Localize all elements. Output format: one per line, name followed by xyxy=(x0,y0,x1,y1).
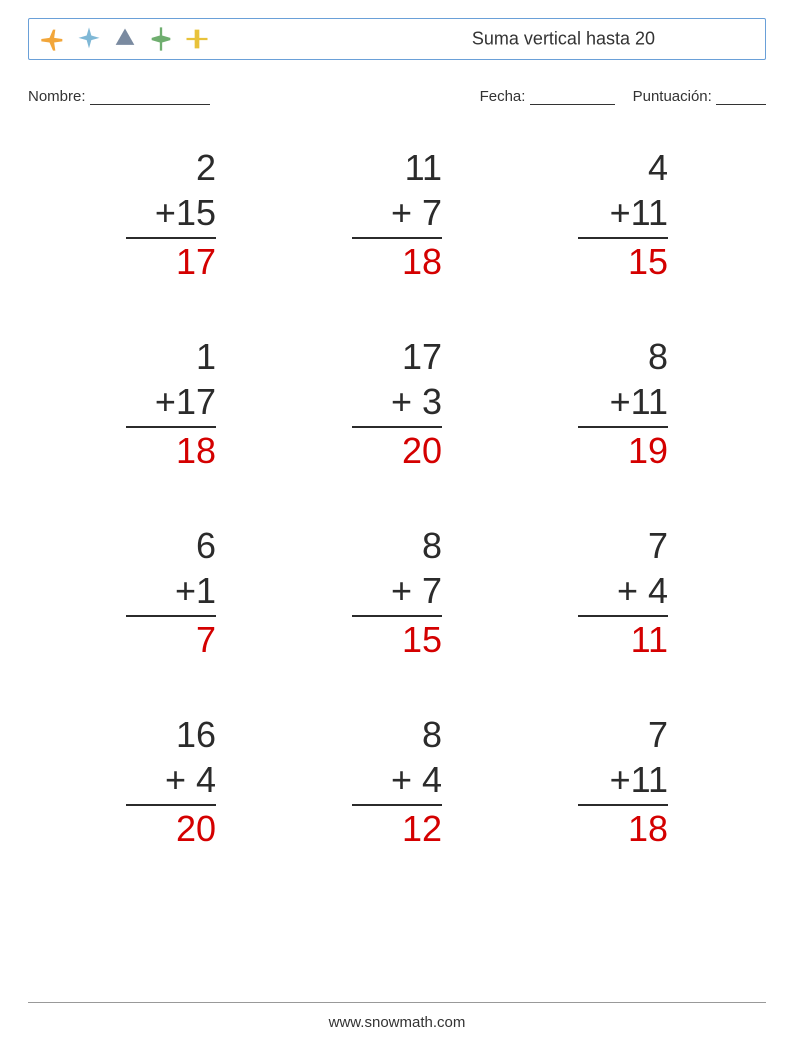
problem-stack: 16+ 420 xyxy=(126,712,216,851)
addend-top: 8 xyxy=(352,712,442,757)
addend-top: 11 xyxy=(352,145,442,190)
problem-stack: 7+ 411 xyxy=(578,523,668,662)
airplane-icon xyxy=(39,25,67,53)
problem-stack: 8+ 715 xyxy=(352,523,442,662)
addend-bottom: + 7 xyxy=(352,190,442,239)
addition-problem: 8+ 412 xyxy=(284,712,510,851)
name-underline xyxy=(90,90,210,105)
airplane-icon xyxy=(111,25,139,53)
name-field: Nombre: xyxy=(28,88,480,105)
addend-bottom: + 4 xyxy=(352,757,442,806)
answer: 11 xyxy=(578,617,668,662)
addend-bottom: +17 xyxy=(126,379,216,428)
addend-bottom: +15 xyxy=(126,190,216,239)
problem-stack: 11+ 718 xyxy=(352,145,442,284)
airplane-icons xyxy=(39,25,211,53)
addend-top: 8 xyxy=(352,523,442,568)
addend-top: 2 xyxy=(126,145,216,190)
addend-bottom: + 7 xyxy=(352,568,442,617)
addend-bottom: + 4 xyxy=(126,757,216,806)
addition-problem: 11+ 718 xyxy=(284,145,510,284)
name-label: Nombre: xyxy=(28,88,86,105)
problem-stack: 8+1119 xyxy=(578,334,668,473)
addend-bottom: +11 xyxy=(578,190,668,239)
date-label: Fecha: xyxy=(480,88,526,105)
airplane-icon xyxy=(75,25,103,53)
answer: 18 xyxy=(352,239,442,284)
answer: 7 xyxy=(126,617,216,662)
addition-problem: 4+1115 xyxy=(510,145,736,284)
problems-grid: 2+151711+ 718 4+1115 1+171817+ 320 8+111… xyxy=(28,145,766,851)
problem-stack: 1+1718 xyxy=(126,334,216,473)
addition-problem: 16+ 420 xyxy=(58,712,284,851)
answer: 17 xyxy=(126,239,216,284)
problem-stack: 2+1517 xyxy=(126,145,216,284)
addend-bottom: + 4 xyxy=(578,568,668,617)
answer: 20 xyxy=(126,806,216,851)
answer: 12 xyxy=(352,806,442,851)
footer-text: www.snowmath.com xyxy=(0,1014,794,1031)
score-label: Puntuación: xyxy=(633,88,712,105)
addend-top: 4 xyxy=(578,145,668,190)
problem-stack: 7+1118 xyxy=(578,712,668,851)
answer: 18 xyxy=(578,806,668,851)
addend-top: 6 xyxy=(126,523,216,568)
airplane-icon xyxy=(183,25,211,53)
problem-stack: 6+17 xyxy=(126,523,216,662)
addend-bottom: + 3 xyxy=(352,379,442,428)
addend-bottom: +11 xyxy=(578,757,668,806)
addition-problem: 8+1119 xyxy=(510,334,736,473)
addend-bottom: +1 xyxy=(126,568,216,617)
addition-problem: 1+1718 xyxy=(58,334,284,473)
info-row: Nombre: Fecha: Puntuación: xyxy=(28,88,766,105)
answer: 20 xyxy=(352,428,442,473)
addend-top: 17 xyxy=(352,334,442,379)
airplane-icon xyxy=(147,25,175,53)
addition-problem: 2+1517 xyxy=(58,145,284,284)
answer: 15 xyxy=(578,239,668,284)
date-underline xyxy=(530,90,615,105)
worksheet-title: Suma vertical hasta 20 xyxy=(472,29,655,50)
answer: 15 xyxy=(352,617,442,662)
answer: 18 xyxy=(126,428,216,473)
addition-problem: 17+ 320 xyxy=(284,334,510,473)
problem-stack: 17+ 320 xyxy=(352,334,442,473)
addition-problem: 8+ 715 xyxy=(284,523,510,662)
addition-problem: 7+ 411 xyxy=(510,523,736,662)
date-field: Fecha: xyxy=(480,88,615,105)
addend-bottom: +11 xyxy=(578,379,668,428)
problem-stack: 4+1115 xyxy=(578,145,668,284)
score-field: Puntuación: xyxy=(633,88,766,105)
addend-top: 16 xyxy=(126,712,216,757)
addition-problem: 6+17 xyxy=(58,523,284,662)
problem-stack: 8+ 412 xyxy=(352,712,442,851)
header-box: Suma vertical hasta 20 xyxy=(28,18,766,60)
answer: 19 xyxy=(578,428,668,473)
addition-problem: 7+1118 xyxy=(510,712,736,851)
worksheet-page: Suma vertical hasta 20 Nombre: Fecha: Pu… xyxy=(0,0,794,1053)
addend-top: 1 xyxy=(126,334,216,379)
addend-top: 8 xyxy=(578,334,668,379)
score-underline xyxy=(716,90,766,105)
addend-top: 7 xyxy=(578,712,668,757)
addend-top: 7 xyxy=(578,523,668,568)
footer-rule xyxy=(28,1002,766,1003)
